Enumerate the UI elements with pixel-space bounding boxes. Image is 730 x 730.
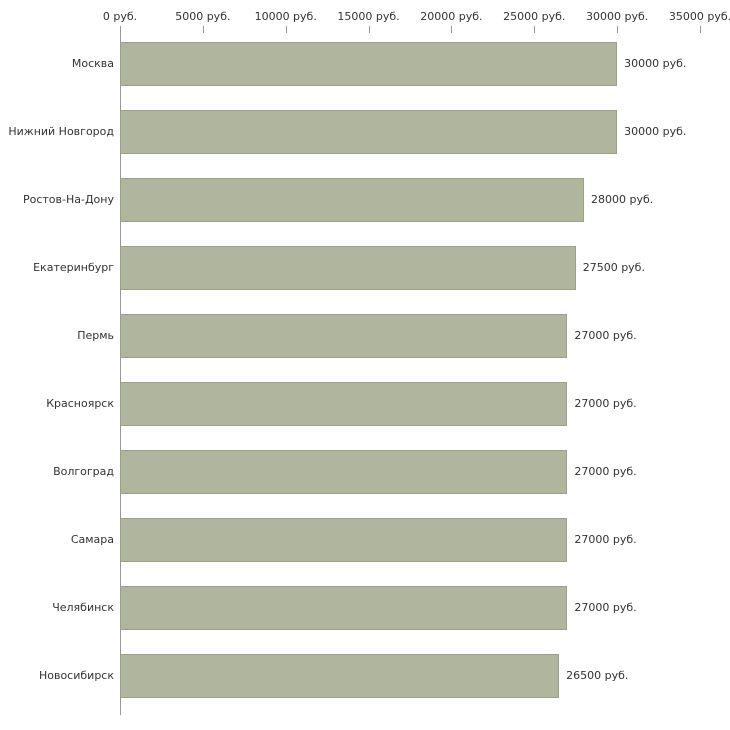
value-label: 27000 руб. xyxy=(574,397,637,410)
value-label: 27500 руб. xyxy=(582,261,645,274)
value-label: 28000 руб. xyxy=(591,193,654,206)
value-label: 27000 руб. xyxy=(574,601,637,614)
category-label: Новосибирск xyxy=(38,669,114,682)
x-tick-mark xyxy=(285,26,287,33)
x-tick-mark xyxy=(451,26,453,33)
value-label: 27000 руб. xyxy=(574,533,637,546)
x-tick-mark xyxy=(700,26,701,33)
bar xyxy=(120,450,568,494)
bar xyxy=(120,178,584,222)
x-tick-mark xyxy=(534,26,536,33)
category-label: Волгоград xyxy=(53,465,114,478)
bar xyxy=(120,586,568,630)
x-tick-label: 15000 руб. xyxy=(337,10,400,23)
bar xyxy=(120,42,618,86)
category-label: Красноярск xyxy=(46,397,114,410)
value-label: 26500 руб. xyxy=(566,669,629,682)
bar xyxy=(120,518,568,562)
bar xyxy=(120,314,568,358)
x-tick-label: 10000 руб. xyxy=(254,10,317,23)
x-tick-label: 0 руб. xyxy=(102,10,138,23)
y-axis-line xyxy=(120,26,121,715)
x-tick-mark xyxy=(120,26,121,33)
x-tick-mark xyxy=(202,26,204,33)
bar xyxy=(120,654,560,698)
category-label: Ростов-На-Дону xyxy=(22,193,114,206)
category-label: Челябинск xyxy=(52,601,114,614)
value-label: 27000 руб. xyxy=(574,329,637,342)
x-tick-label: 30000 руб. xyxy=(586,10,649,23)
category-label: Екатеринбург xyxy=(33,261,114,274)
value-label: 27000 руб. xyxy=(574,465,637,478)
x-tick-label: 20000 руб. xyxy=(420,10,483,23)
x-tick-label: 5000 руб. xyxy=(175,10,231,23)
category-label: Пермь xyxy=(77,329,114,342)
bar xyxy=(120,110,618,154)
bar xyxy=(120,382,568,426)
x-tick-mark xyxy=(368,26,370,33)
x-tick-label: 35000 руб. xyxy=(668,10,730,23)
bar xyxy=(120,246,576,290)
category-label: Нижний Новгород xyxy=(8,125,114,138)
x-tick-mark xyxy=(617,26,619,33)
value-label: 30000 руб. xyxy=(624,57,687,70)
category-label: Самара xyxy=(70,533,114,546)
x-tick-label: 25000 руб. xyxy=(503,10,566,23)
category-label: Москва xyxy=(71,57,114,70)
value-label: 30000 руб. xyxy=(624,125,687,138)
